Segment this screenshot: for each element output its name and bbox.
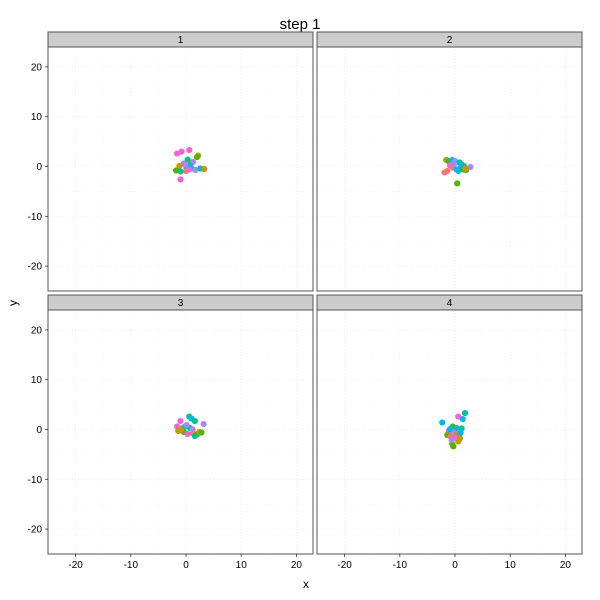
data-point (178, 148, 185, 155)
data-point (198, 429, 205, 436)
data-point (183, 421, 190, 429)
y-tick-label: 10 (31, 112, 43, 123)
y-tick-label: -10 (28, 475, 43, 486)
x-axis-label: x (303, 577, 309, 591)
data-point (181, 161, 189, 168)
chart-title: step 1 (280, 16, 321, 33)
x-tick-label: 0 (183, 560, 189, 571)
data-point (450, 160, 458, 168)
facet-strip-label: 3 (178, 298, 184, 309)
panel-points (441, 156, 474, 187)
x-tick-label: -10 (393, 560, 408, 571)
data-point (177, 426, 185, 434)
facet-strip-label: 2 (447, 35, 453, 46)
data-point (201, 165, 208, 173)
data-point (459, 415, 466, 423)
y-tick-label: 0 (36, 425, 42, 436)
data-point (191, 432, 198, 440)
data-point (461, 409, 469, 417)
data-point (450, 443, 457, 450)
data-point (455, 438, 462, 445)
data-point (184, 430, 191, 438)
data-point (191, 417, 198, 425)
y-tick-label: -10 (28, 212, 43, 223)
facet-strip-label: 4 (447, 298, 453, 309)
data-point (462, 165, 469, 172)
data-point (176, 162, 183, 170)
y-tick-label: 10 (31, 375, 43, 386)
data-point (439, 419, 446, 426)
data-point (454, 180, 461, 187)
data-point (453, 424, 460, 432)
x-tick-label: -10 (124, 560, 139, 571)
data-point (192, 166, 199, 174)
y-tick-label: -20 (28, 262, 43, 273)
data-point (457, 429, 464, 437)
panel-border (47, 309, 314, 555)
data-point (177, 417, 184, 425)
panel-border (316, 309, 583, 555)
data-point (177, 168, 184, 175)
facet-panel-2: 2 (316, 31, 583, 292)
data-point (446, 425, 454, 433)
data-point (193, 153, 201, 161)
x-tick-label: -20 (337, 560, 352, 571)
y-tick-label: 0 (36, 162, 42, 173)
x-tick-label: 20 (291, 560, 303, 571)
panel-points (174, 413, 207, 440)
panel-points (439, 409, 469, 450)
panel-border (316, 46, 583, 292)
data-point (177, 176, 184, 183)
data-point (186, 146, 193, 154)
x-tick-label: -20 (68, 560, 83, 571)
y-axis-label: y (6, 300, 20, 306)
y-tick-label: 20 (31, 62, 43, 73)
data-point (441, 169, 448, 176)
facet-panels: 1 -20 -10 0 10 20 2 3 -20 -10 0 10 20 -20 -10 0 10 20 4 -20… (28, 31, 583, 571)
y-tick-label: 20 (31, 325, 43, 336)
panel-points (172, 146, 208, 183)
facet-panel-3: 3 -20 -10 0 10 20 -20 -10 0 10 20 (28, 294, 314, 571)
data-point (455, 167, 462, 175)
x-tick-label: 10 (505, 560, 517, 571)
data-point (200, 420, 207, 428)
data-point (467, 163, 474, 171)
x-tick-label: 10 (236, 560, 248, 571)
x-tick-label: 20 (560, 560, 572, 571)
data-point (448, 436, 455, 444)
x-tick-label: 0 (452, 560, 458, 571)
y-tick-label: -20 (28, 525, 43, 536)
panel-border (47, 46, 314, 292)
facet-panel-4: 4 -20 -10 0 10 20 (316, 294, 583, 571)
data-point (185, 166, 192, 173)
facet-strip-label: 1 (178, 35, 184, 46)
facet-panel-1: 1 -20 -10 0 10 20 (28, 31, 314, 292)
